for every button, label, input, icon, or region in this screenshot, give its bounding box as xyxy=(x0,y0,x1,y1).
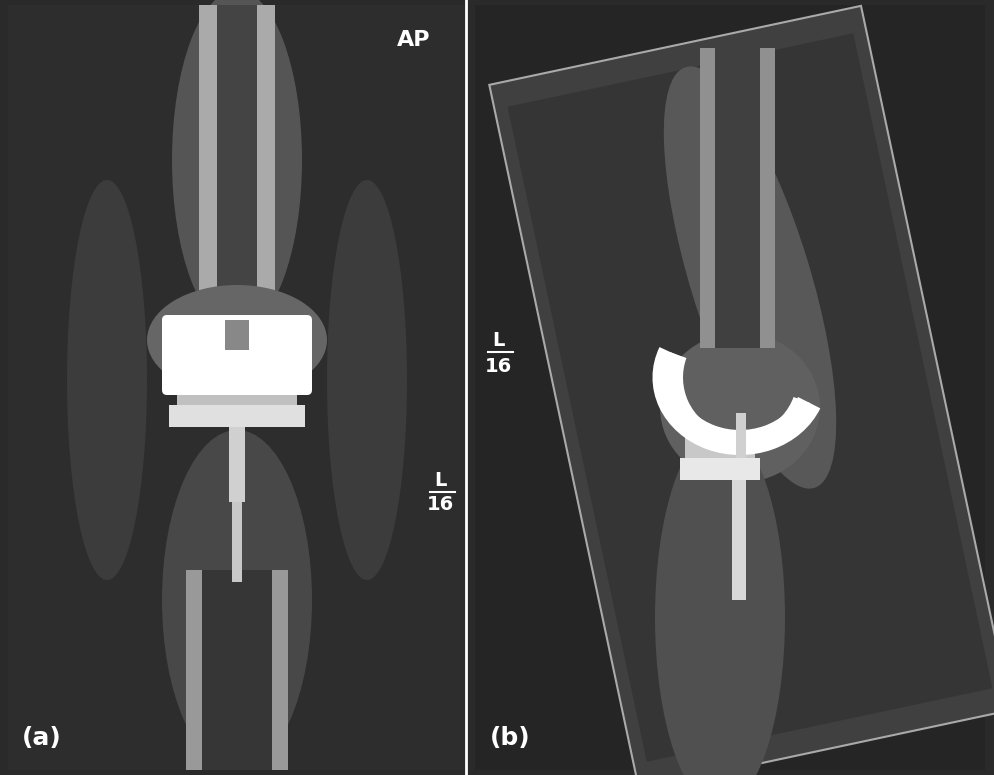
Bar xyxy=(186,570,202,770)
Bar xyxy=(199,5,217,315)
Bar xyxy=(177,387,297,407)
Bar xyxy=(680,457,760,480)
Text: L: L xyxy=(433,471,446,490)
Wedge shape xyxy=(665,352,810,453)
FancyBboxPatch shape xyxy=(162,315,312,395)
Bar xyxy=(736,412,746,457)
Ellipse shape xyxy=(655,428,785,775)
Bar xyxy=(475,5,985,770)
Ellipse shape xyxy=(147,285,327,395)
Bar xyxy=(715,47,760,347)
Text: (a): (a) xyxy=(22,726,62,750)
Ellipse shape xyxy=(664,67,836,488)
Bar xyxy=(232,502,242,582)
Ellipse shape xyxy=(162,430,312,770)
Ellipse shape xyxy=(172,0,302,330)
Ellipse shape xyxy=(327,180,407,580)
Polygon shape xyxy=(508,33,992,762)
Ellipse shape xyxy=(167,315,237,395)
Ellipse shape xyxy=(67,180,147,580)
Ellipse shape xyxy=(237,315,307,395)
Bar xyxy=(257,5,275,315)
Bar xyxy=(217,5,257,305)
Bar xyxy=(700,47,715,347)
Bar xyxy=(8,5,466,770)
Bar xyxy=(272,570,288,770)
Text: 16: 16 xyxy=(426,495,453,514)
Text: (b): (b) xyxy=(490,726,531,750)
Text: AP: AP xyxy=(397,30,430,50)
Bar xyxy=(732,480,746,600)
Bar xyxy=(225,320,249,350)
Text: L: L xyxy=(492,331,504,350)
Bar xyxy=(760,47,775,347)
Polygon shape xyxy=(489,6,994,775)
Bar xyxy=(8,5,466,770)
Bar xyxy=(169,405,305,427)
Bar xyxy=(685,436,755,460)
Bar xyxy=(202,570,272,770)
Text: 16: 16 xyxy=(484,357,512,376)
Bar xyxy=(229,427,245,502)
Ellipse shape xyxy=(660,332,820,483)
